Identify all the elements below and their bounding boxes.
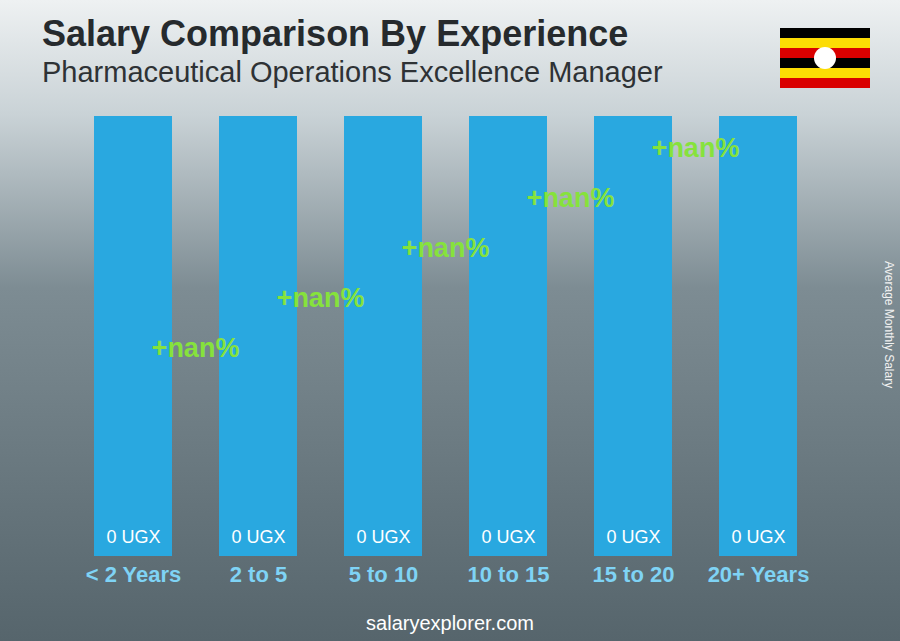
svg-text:+nan%: +nan% [527, 183, 615, 213]
svg-text:+nan%: +nan% [402, 233, 490, 263]
svg-text:0 UGX: 0 UGX [481, 527, 535, 547]
html-text:Average Monthly Salary: Average Monthly Salary [882, 261, 896, 389]
svg-text:0 UGX: 0 UGX [231, 527, 285, 547]
html-text:Pharmaceutical Operations Exce: Pharmaceutical Operations Excellence Man… [42, 56, 663, 88]
svg-text:+nan%: +nan% [277, 283, 365, 313]
svg-text:10 to 15: 10 to 15 [468, 562, 550, 587]
svg-text:0 UGX: 0 UGX [356, 527, 410, 547]
svg-text:2 to 5: 2 to 5 [230, 562, 287, 587]
svg-text:20+ Years: 20+ Years [708, 562, 810, 587]
html-text:Salary Comparison By Experienc: Salary Comparison By Experience [42, 13, 629, 54]
svg-text:+nan%: +nan% [152, 333, 240, 363]
html-text:salaryexplorer.com: salaryexplorer.com [366, 612, 534, 634]
svg-text:< 2 Years: < 2 Years [86, 562, 182, 587]
svg-text:0 UGX: 0 UGX [606, 527, 660, 547]
svg-text:15 to 20: 15 to 20 [593, 562, 675, 587]
svg-text:0 UGX: 0 UGX [731, 527, 785, 547]
svg-text:0 UGX: 0 UGX [106, 527, 160, 547]
svg-text:5 to 10: 5 to 10 [349, 562, 419, 587]
svg-text:+nan%: +nan% [652, 133, 740, 163]
